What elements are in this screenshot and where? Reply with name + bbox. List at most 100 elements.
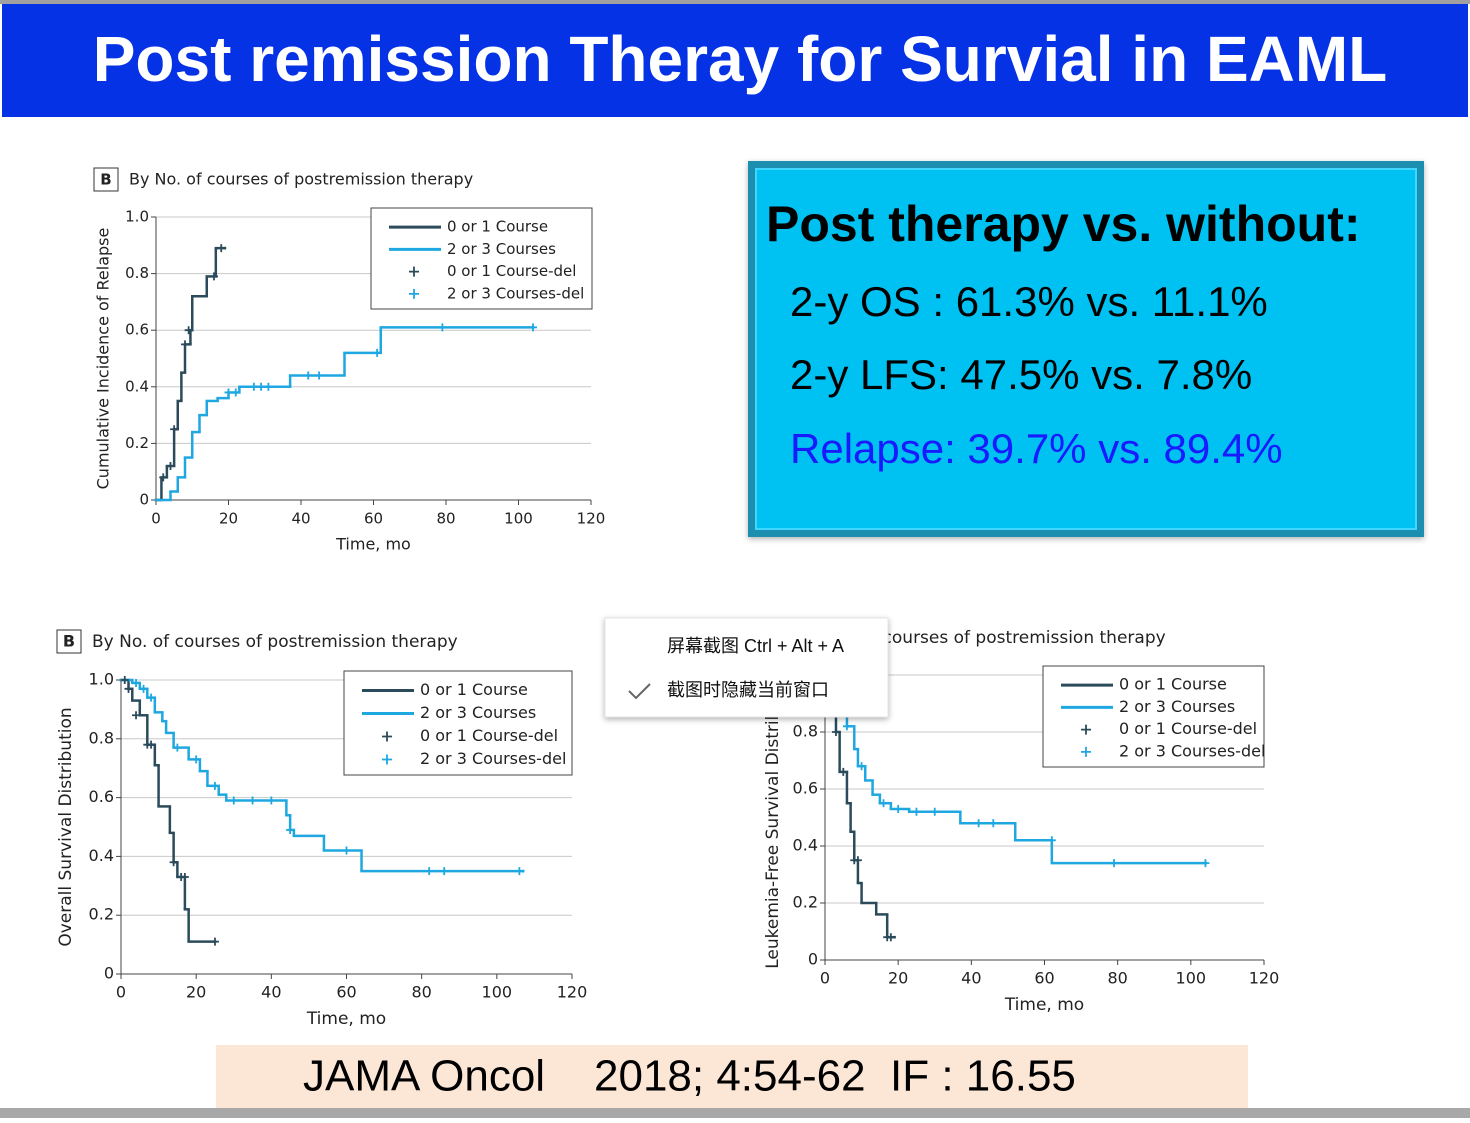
- censor-mark: [248, 796, 257, 805]
- panel-label-box: [56, 629, 82, 654]
- censor-mark: [1201, 859, 1210, 868]
- censor-mark: [831, 728, 840, 736]
- menu-check: [628, 683, 651, 700]
- legend-box: [370, 207, 593, 310]
- legend-label: 2 or 3 Courses: [1119, 697, 1235, 716]
- menu-item[interactable]: 屏幕截图 Ctrl + Alt + A: [667, 636, 844, 656]
- legend-swatch: [382, 731, 392, 742]
- censor-mark: [425, 867, 434, 876]
- censor-mark: [217, 244, 226, 253]
- censor-mark: [180, 872, 189, 881]
- x-tick-label: 40: [291, 510, 310, 528]
- y-axis-label: Cumulative Incidence of Relapse: [94, 228, 113, 490]
- x-tick-label: 20: [888, 969, 908, 988]
- censor-mark: [515, 867, 524, 876]
- y-tick-label: 0.2: [89, 905, 114, 924]
- legend-label: 2 or 3 Courses-del: [1119, 741, 1265, 760]
- censor-mark: [231, 388, 240, 397]
- censor-mark: [184, 326, 193, 335]
- legend-swatch: [409, 288, 419, 299]
- censor-mark: [249, 382, 258, 391]
- censor-mark: [930, 807, 939, 816]
- summary-fill: [755, 168, 1417, 530]
- x-tick-label: 120: [1249, 969, 1280, 988]
- legend-swatch: [1081, 746, 1091, 757]
- censor-mark: [342, 846, 351, 855]
- x-tick-label: 20: [219, 510, 238, 528]
- legend-swatch: [1081, 724, 1091, 735]
- y-tick-label: 0: [104, 964, 114, 983]
- x-tick-label: 40: [261, 983, 281, 1002]
- panel-label: B: [63, 632, 75, 651]
- x-tick-label: 100: [504, 510, 533, 528]
- x-tick-label: 0: [116, 983, 126, 1002]
- x-tick-label: 40: [961, 969, 981, 988]
- censor-mark: [257, 382, 266, 391]
- x-tick-label: 100: [1176, 969, 1207, 988]
- legend-box: [343, 670, 573, 776]
- censor-mark: [139, 684, 148, 693]
- y-tick-label: 0.6: [125, 321, 149, 339]
- legend-label: 2 or 3 Courses-del: [447, 284, 584, 302]
- censor-mark: [181, 340, 189, 349]
- context-menu: [604, 617, 889, 718]
- x-tick-label: 100: [482, 983, 513, 1002]
- censor-mark: [192, 755, 201, 764]
- censor-mark: [894, 804, 903, 813]
- x-tick-label: 80: [436, 510, 455, 528]
- censor-mark: [229, 796, 238, 805]
- summary-box: Post therapy vs. without: 2-y OS : 61.3%…: [748, 161, 1424, 537]
- censor-mark: [173, 743, 182, 752]
- y-tick-label: 0.4: [89, 846, 114, 865]
- y-tick-label: 0.4: [125, 377, 149, 395]
- summary-line: 2-y LFS: 47.5% vs. 7.8%: [790, 351, 1252, 398]
- censor-mark: [853, 856, 862, 865]
- censor-mark: [304, 371, 313, 380]
- menu-panel: [604, 617, 889, 718]
- y-tick-label: 0: [808, 950, 818, 969]
- censor-mark: [124, 684, 133, 693]
- x-tick-label: 60: [1034, 969, 1054, 988]
- title-banner: [2, 4, 1468, 117]
- y-tick-label: 0.8: [89, 728, 114, 747]
- panel-label: B: [100, 171, 111, 189]
- y-tick-label: 1.0: [89, 670, 114, 689]
- legend-label: 0 or 1 Course: [447, 218, 548, 236]
- censor-mark: [147, 740, 156, 749]
- y-tick-label: 0.8: [793, 722, 818, 741]
- x-tick-label: 0: [820, 969, 830, 988]
- censor-mark: [224, 388, 233, 397]
- y-axis-label: Leukemia-Free Survival Distribution: [763, 666, 783, 969]
- chart-title: By No. of courses of postremission thera…: [129, 170, 473, 189]
- menu-item[interactable]: 截图时隐藏当前窗口: [667, 680, 829, 700]
- x-tick-label: 60: [336, 983, 356, 1002]
- censor-mark: [1110, 859, 1119, 868]
- bottom-strip: [0, 1108, 1470, 1118]
- censor-mark: [170, 425, 179, 434]
- legend-label: 0 or 1 Course: [1119, 675, 1227, 694]
- x-tick-label: 120: [577, 510, 606, 528]
- censor-mark: [886, 933, 895, 942]
- x-tick-label: 120: [557, 983, 588, 1002]
- footer-journal: JAMA Oncol: [303, 1052, 545, 1101]
- censor-mark: [264, 382, 273, 391]
- footer-citation: 2018; 4:54-62 IF : 16.55: [594, 1052, 1076, 1101]
- y-tick-label: 0.4: [793, 836, 818, 855]
- x-axis-label: Time, mo: [335, 535, 411, 554]
- censor-mark: [169, 858, 178, 867]
- legend-label: 2 or 3 Courses: [447, 240, 556, 258]
- censor-mark: [839, 767, 848, 776]
- x-axis-label: Time, mo: [306, 1009, 386, 1029]
- y-tick-label: 0.8: [125, 264, 149, 282]
- panel-label-box: [93, 167, 119, 192]
- legend-swatch: [382, 754, 392, 765]
- legend-label: 2 or 3 Courses-del: [420, 749, 566, 768]
- censor-mark: [989, 819, 998, 828]
- y-tick-label: 0.6: [793, 779, 818, 798]
- y-tick-label: 1.0: [125, 208, 149, 226]
- y-tick-label: 0.6: [89, 787, 114, 806]
- censor-mark: [842, 722, 851, 731]
- censor-mark: [132, 711, 141, 720]
